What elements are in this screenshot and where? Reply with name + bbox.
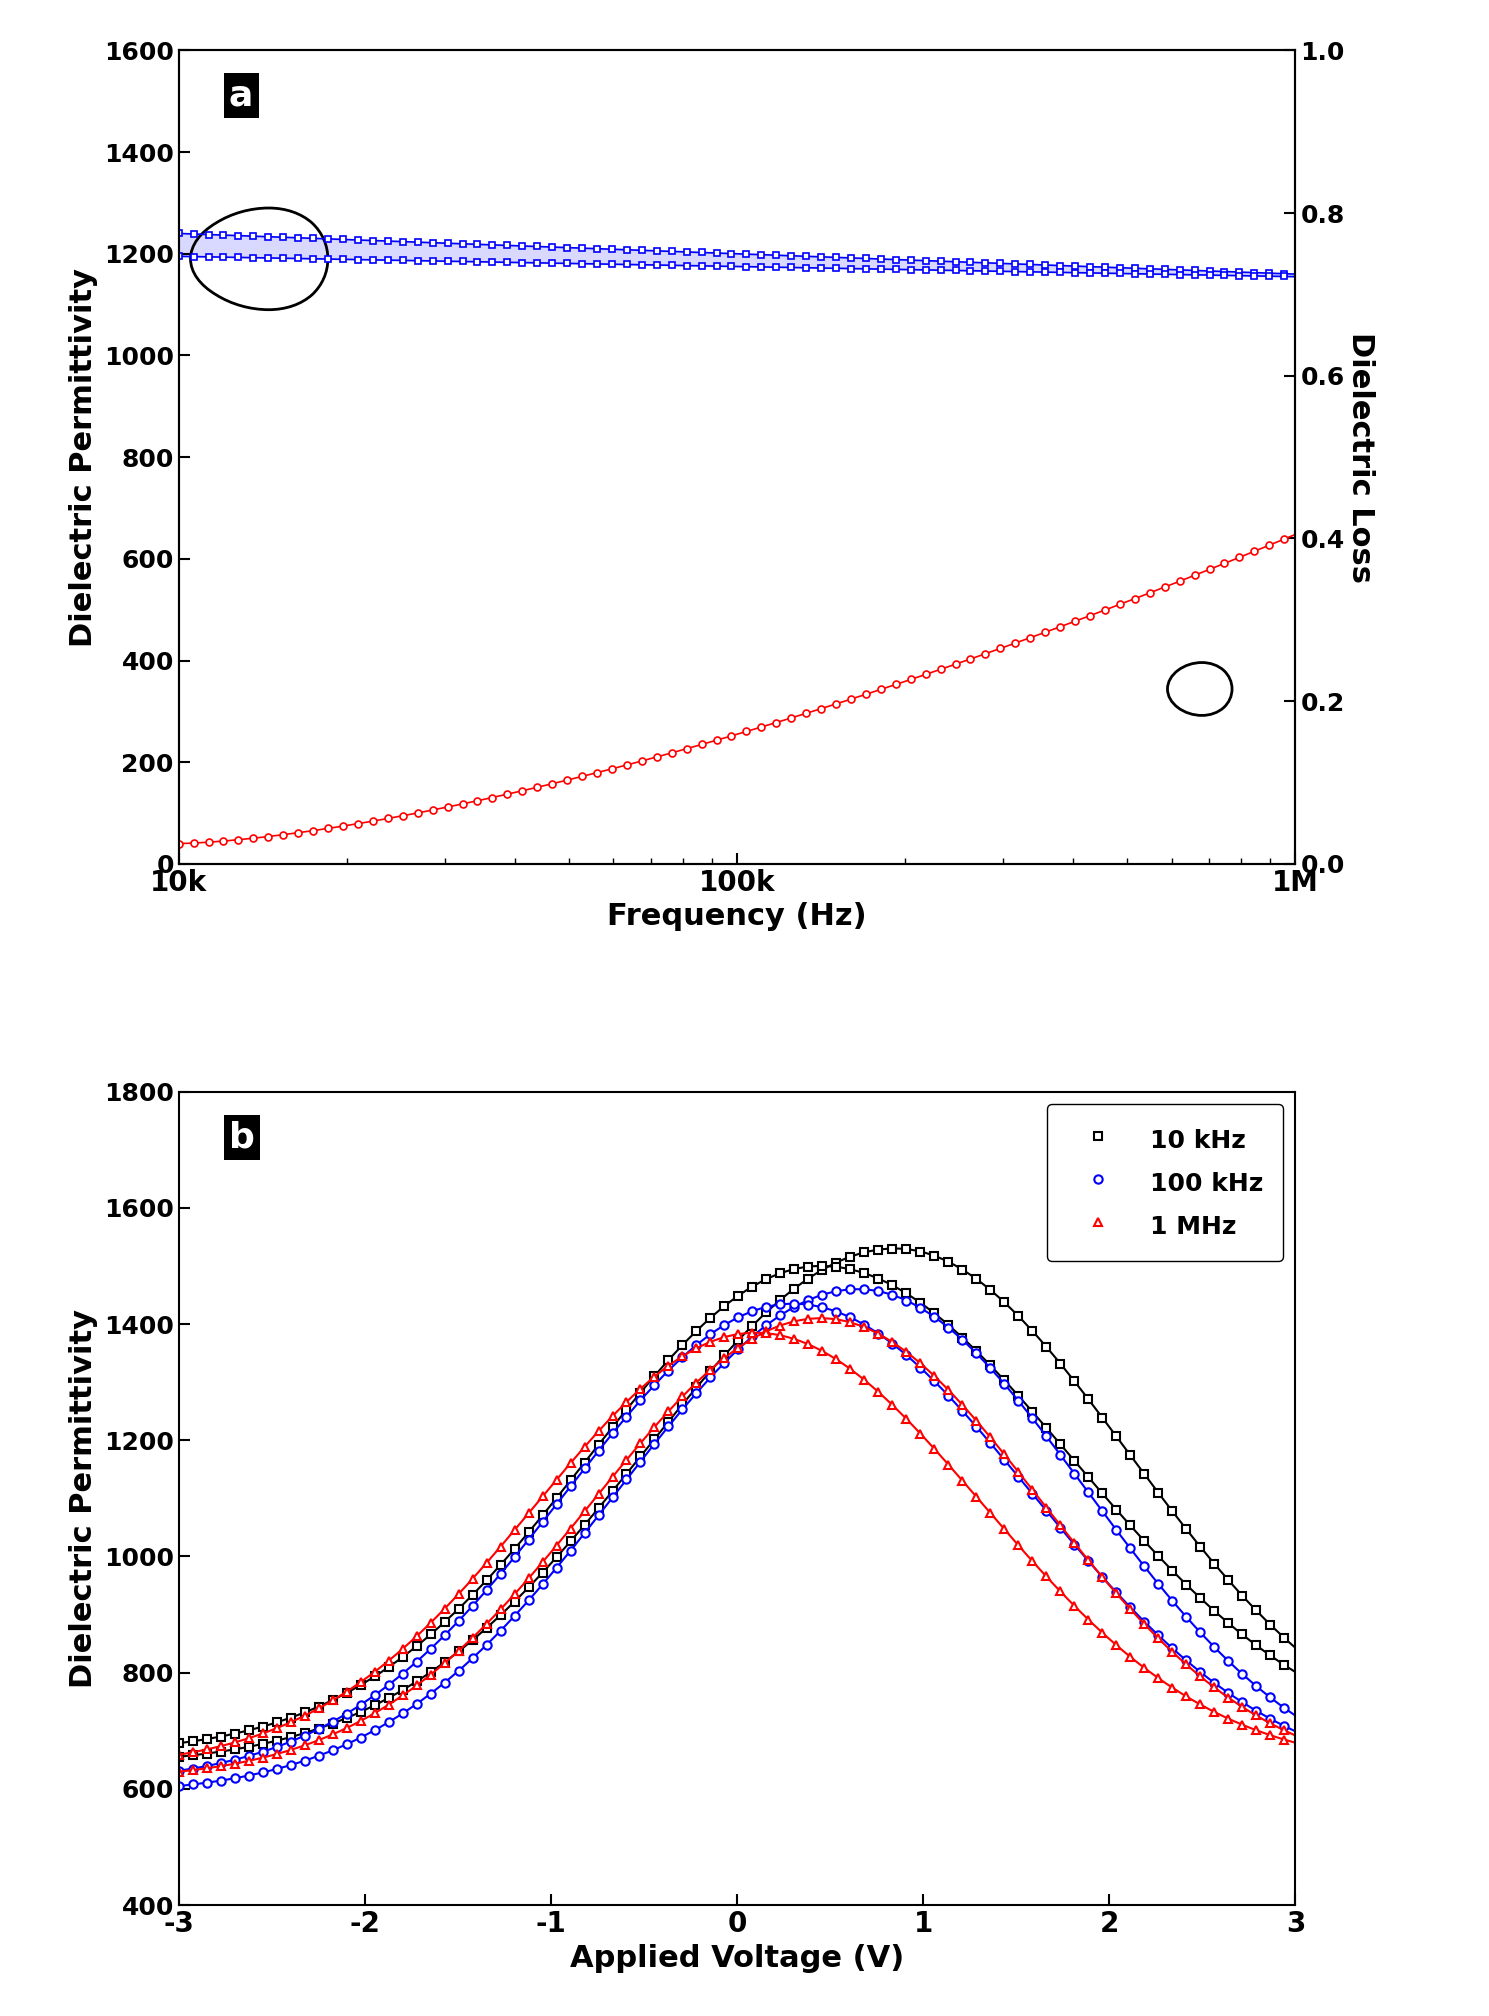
100 kHz	[660, 1415, 677, 1439]
1 MHz	[1275, 1718, 1292, 1742]
1 MHz	[940, 1377, 957, 1401]
100 kHz	[898, 1288, 916, 1312]
100 kHz	[828, 1280, 846, 1304]
100 kHz	[856, 1278, 874, 1302]
Y-axis label: Dielectric Loss: Dielectric Loss	[1346, 333, 1376, 583]
10 kHz	[1275, 1625, 1292, 1649]
1 MHz	[1163, 1639, 1181, 1663]
100 kHz	[940, 1316, 957, 1341]
100 kHz	[1163, 1589, 1181, 1613]
10 kHz	[841, 1244, 859, 1268]
100 kHz	[841, 1278, 859, 1302]
Text: b: b	[229, 1121, 255, 1153]
Line: 10 kHz: 10 kHz	[174, 1244, 1288, 1760]
100 kHz	[1275, 1695, 1292, 1720]
Y-axis label: Dielectric Permittivity: Dielectric Permittivity	[70, 268, 98, 647]
1 MHz	[170, 1760, 188, 1784]
Line: 1 MHz: 1 MHz	[174, 1314, 1288, 1776]
X-axis label: Frequency (Hz): Frequency (Hz)	[608, 903, 867, 931]
1 MHz	[813, 1306, 831, 1331]
1 MHz	[841, 1310, 859, 1335]
1 MHz	[856, 1314, 874, 1339]
X-axis label: Applied Voltage (V): Applied Voltage (V)	[570, 1943, 904, 1972]
10 kHz	[1163, 1500, 1181, 1524]
1 MHz	[660, 1399, 677, 1423]
Legend: 10 kHz, 100 kHz, 1 MHz: 10 kHz, 100 kHz, 1 MHz	[1047, 1105, 1284, 1260]
10 kHz	[170, 1744, 188, 1768]
Y-axis label: Dielectric Permittivity: Dielectric Permittivity	[70, 1308, 98, 1687]
Text: a: a	[229, 79, 253, 113]
10 kHz	[883, 1236, 901, 1260]
10 kHz	[940, 1250, 957, 1274]
100 kHz	[170, 1774, 188, 1798]
10 kHz	[898, 1238, 916, 1262]
10 kHz	[660, 1409, 677, 1433]
10 kHz	[828, 1250, 846, 1274]
1 MHz	[898, 1341, 916, 1365]
Line: 100 kHz: 100 kHz	[174, 1286, 1288, 1790]
